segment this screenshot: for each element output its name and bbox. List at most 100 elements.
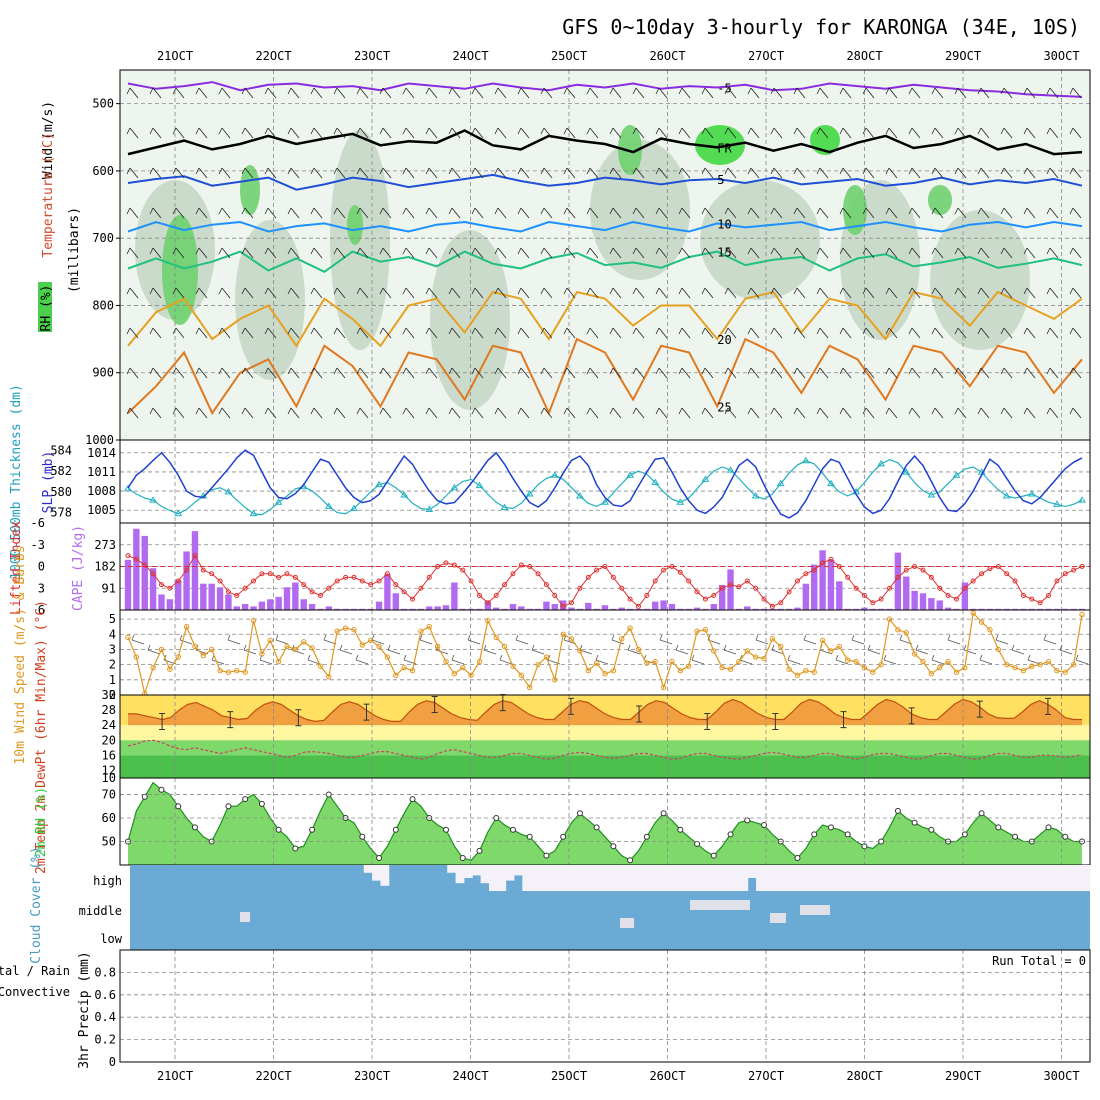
lifted-index-marker <box>476 593 482 598</box>
wind-barb <box>655 207 668 219</box>
rh-marker <box>509 826 516 833</box>
x-tick-label-top: 28OCT <box>846 49 882 63</box>
lifted-index-marker <box>610 574 616 580</box>
wind-barb <box>632 287 645 299</box>
cape-bar <box>543 601 550 610</box>
wind-barb <box>885 127 898 139</box>
wind-barb <box>310 367 323 379</box>
wind-barb <box>609 367 622 379</box>
wind-barb <box>379 87 392 99</box>
wind-barb <box>310 247 323 259</box>
wind-barb <box>755 634 769 645</box>
wind-speed-marker <box>175 654 181 660</box>
cloud-high-clear <box>973 865 982 891</box>
lifted-index-marker <box>635 603 641 609</box>
cape-bar <box>953 608 960 610</box>
cape-bar <box>777 608 784 610</box>
x-tick-label-bottom: 25OCT <box>551 1069 587 1083</box>
rh-marker <box>961 831 968 838</box>
li-tick-label: -3 <box>31 538 45 552</box>
wind-barb <box>126 87 139 99</box>
wind-barb <box>655 167 668 179</box>
wind-barb <box>954 407 967 419</box>
cape-bar <box>484 601 492 610</box>
temp-tick-label: 16 <box>102 748 116 762</box>
lifted-index-marker <box>1037 600 1043 606</box>
x-tick-label-bottom: 23OCT <box>354 1069 390 1083</box>
wind-barb <box>195 87 208 99</box>
cape-bar <box>852 608 860 610</box>
lifted-index-marker <box>627 596 633 602</box>
cape-axis-label: CAPE (J/kg) <box>71 525 86 611</box>
rh-marker <box>191 824 198 831</box>
thickness-marker <box>550 471 559 478</box>
temp-minmax-bar <box>295 709 302 727</box>
lifted-index-marker <box>560 603 566 609</box>
lifted-index-marker <box>702 596 708 602</box>
wind-barb <box>931 167 944 179</box>
temp-axis-label: 2m Temp 2m DewPt (6hr Min/Max) (°C) <box>34 600 49 874</box>
wind-barb <box>333 207 346 219</box>
wind-barb <box>931 87 944 99</box>
isotherm-line <box>127 290 1083 348</box>
wind-speed-marker <box>158 646 165 653</box>
wind-barb <box>379 247 392 259</box>
temp-minmax-bar <box>772 713 779 731</box>
cape-bar <box>1070 608 1077 610</box>
slp-tick-label: 1014 <box>87 446 116 460</box>
cape-bar <box>1020 608 1027 610</box>
wind-barb <box>632 367 645 379</box>
lifted-index-marker <box>602 564 608 569</box>
cloud-high-clear <box>981 865 991 891</box>
wind-barb <box>954 207 967 219</box>
wind-barb <box>195 127 208 139</box>
wind-barb <box>425 207 438 219</box>
wind-speed-marker <box>208 646 215 653</box>
wind-speed-marker <box>351 627 357 633</box>
wind-speed-marker <box>200 652 207 659</box>
wind-barb <box>1059 644 1073 655</box>
cloud-middle-patch <box>770 913 786 923</box>
cloud-high-clear <box>689 865 699 891</box>
wind-barb <box>816 87 829 99</box>
wind-speed-marker <box>644 660 650 666</box>
wind-barb <box>1069 287 1082 299</box>
wind-barb <box>264 407 277 419</box>
wind-barb <box>862 87 875 99</box>
rh-marker <box>894 807 901 814</box>
wind-barb <box>816 207 829 219</box>
wind-barb <box>149 287 162 299</box>
wind-barb <box>586 367 599 379</box>
wind-barb <box>908 167 921 179</box>
wind-barb <box>816 287 829 299</box>
isotherm-label: -5 <box>717 81 731 95</box>
lifted-index-marker <box>903 567 909 573</box>
rh-marker <box>794 854 801 861</box>
wind-barb <box>1023 127 1036 139</box>
wind-speed-marker <box>560 631 566 637</box>
wind-barb <box>1000 127 1013 139</box>
wind-barb <box>467 634 481 645</box>
wind-barb <box>883 654 897 665</box>
wind-speed-marker <box>953 669 960 675</box>
wind-barb <box>816 407 829 419</box>
wind-barb <box>540 367 553 379</box>
wind-barb <box>387 644 401 655</box>
lifted-index-marker <box>384 571 390 577</box>
cape-bar <box>626 608 634 610</box>
cloud-high-clear <box>898 865 907 891</box>
wind-barb <box>241 87 254 99</box>
wind-barb <box>379 327 392 339</box>
wind-barb <box>149 407 162 419</box>
isotherm-line <box>127 81 1083 98</box>
wind-barb <box>655 287 668 299</box>
lifted-index-marker <box>1046 593 1052 598</box>
wind-barb <box>448 87 461 99</box>
wind-speed-marker <box>1062 669 1068 675</box>
wind-barb <box>839 167 852 179</box>
wind-barb <box>724 247 737 259</box>
cape-bar <box>576 608 584 610</box>
wind-barb <box>1043 634 1057 645</box>
isotherm-label: 15 <box>717 246 731 260</box>
cape-bar <box>836 581 843 610</box>
